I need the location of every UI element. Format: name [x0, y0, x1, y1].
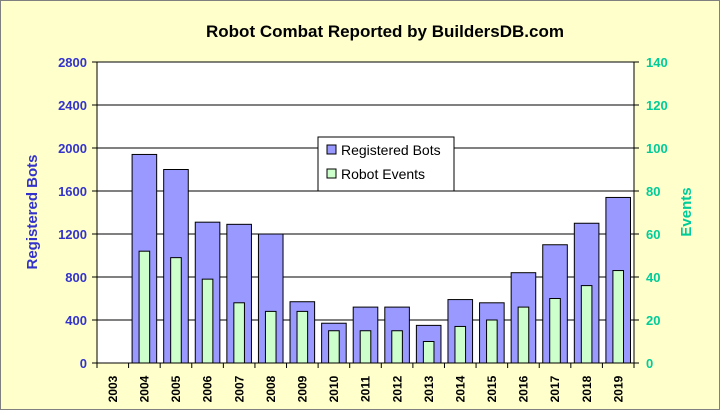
bar-robot-events-2009	[296, 310, 309, 364]
y-axis-label: Registered Bots	[24, 154, 41, 269]
right-axis-ticks: 0 20 40 60 80 100 120 140	[646, 55, 668, 371]
bar-robot-events-2004	[138, 250, 151, 364]
bar-robot-events-2019	[612, 270, 624, 364]
right-tick-label: 20	[646, 313, 660, 328]
x-tick-label: 2015	[485, 375, 499, 402]
bar-robot-events-2018	[580, 285, 593, 364]
x-tick-label: 2017	[548, 375, 562, 402]
bar-robot-events-2014	[454, 325, 467, 364]
left-tick-label: 2800	[58, 55, 87, 70]
x-tick-label: 2018	[580, 375, 594, 402]
x-tick-label: 2008	[264, 375, 278, 402]
legend-swatch-registered-bots	[326, 144, 337, 155]
legend-label-registered-bots: Registered Bots	[341, 142, 441, 158]
bar-robot-events-2008	[264, 310, 277, 364]
left-tick-label: 1200	[58, 227, 87, 242]
left-tick-label: 1600	[58, 184, 87, 199]
bar-robot-events-2005	[170, 257, 182, 364]
right-tick-label: 80	[646, 184, 660, 199]
bar-robot-events-2007	[233, 302, 245, 364]
right-tick-label: 0	[646, 356, 653, 371]
bar-robot-events-2012	[391, 330, 403, 364]
legend: Registered Bots Robot Events	[317, 136, 455, 192]
legend-box	[317, 136, 455, 192]
left-tick-label: 0	[80, 356, 87, 371]
x-tick-label: 2006	[201, 375, 215, 402]
right-tick-label: 60	[646, 227, 660, 242]
right-tick-label: 40	[646, 270, 660, 285]
x-tick-label: 2010	[327, 375, 341, 402]
x-tick-label: 2019	[611, 375, 625, 402]
bars	[131, 153, 631, 364]
chart-title: Robot Combat Reported by BuildersDB.com	[206, 22, 564, 41]
x-tick-label: 2011	[359, 376, 373, 402]
bar-robot-events-2010	[328, 330, 340, 364]
y2-axis-label: Events	[678, 187, 695, 236]
bar-robot-events-2017	[549, 298, 561, 364]
bar-robot-events-2015	[486, 319, 498, 364]
right-tick-label: 120	[646, 98, 668, 113]
x-tick-label: 2004	[138, 375, 152, 402]
legend-label-robot-events: Robot Events	[341, 166, 425, 182]
bar-robot-events-2013	[422, 341, 435, 364]
bar-robot-events-2006	[201, 278, 214, 364]
x-tick-label: 2005	[169, 375, 183, 402]
left-tick-label: 2400	[58, 98, 87, 113]
x-tick-label: 2012	[390, 375, 404, 402]
x-tick-label: 2009	[296, 375, 310, 402]
left-tick-label: 400	[65, 313, 87, 328]
x-axis-ticks: 2003 2004 2005 2006 2007 2008 2009 2010 2011 2012…	[106, 375, 625, 402]
x-tick-label: 2014	[453, 375, 467, 402]
x-tick-label: 2007	[232, 375, 246, 402]
right-tick-label: 100	[646, 141, 668, 156]
left-tick-label: 800	[65, 270, 87, 285]
left-axis-ticks: 0 400 800 1200 1600 2000 2400 2800	[58, 55, 87, 371]
axes	[92, 61, 639, 368]
bar-robot-events-2011	[359, 330, 372, 364]
x-tick-label: 2013	[422, 375, 436, 402]
left-tick-label: 2000	[58, 141, 87, 156]
bar-robot-events-2016	[517, 306, 530, 364]
legend-swatch-robot-events	[326, 168, 337, 179]
right-tick-label: 140	[646, 55, 668, 70]
x-tick-label: 2016	[517, 375, 531, 402]
x-tick-label: 2003	[106, 375, 120, 402]
